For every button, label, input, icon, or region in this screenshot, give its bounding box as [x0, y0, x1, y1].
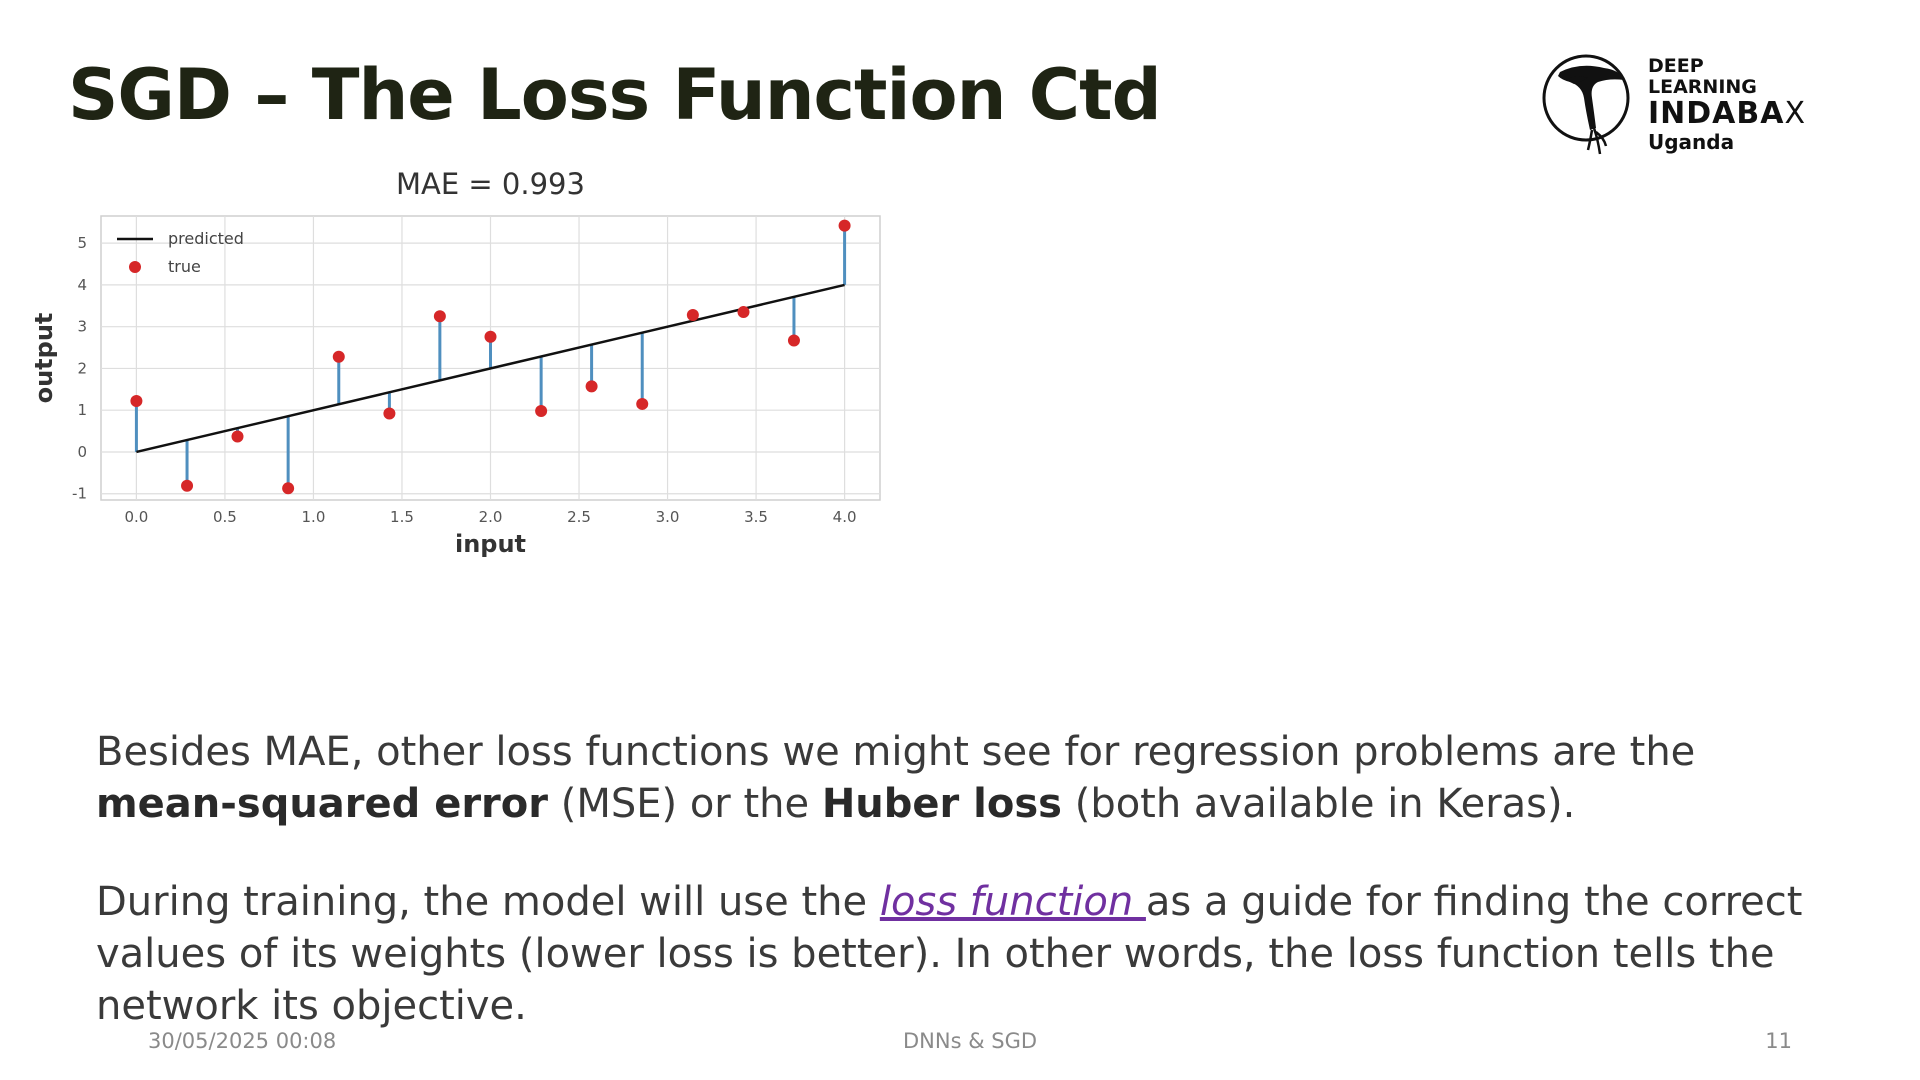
x-tick-label: 1.0	[302, 508, 326, 526]
slide-title: SGD – The Loss Function Ctd	[68, 54, 1162, 136]
true-point	[181, 479, 194, 492]
legend-true-swatch	[129, 261, 141, 273]
true-point	[484, 330, 497, 343]
x-tick-label: 1.5	[390, 508, 414, 526]
tree-icon	[1542, 54, 1630, 155]
x-axis-label: input	[455, 530, 526, 558]
true-point	[737, 306, 750, 319]
legend-true-label: true	[168, 257, 201, 276]
chart-title: MAE = 0.993	[396, 167, 585, 201]
legend-predicted-label: predicted	[168, 229, 244, 248]
true-point	[686, 308, 699, 321]
x-tick-label: 0.0	[124, 508, 148, 526]
y-tick-label: 1	[77, 401, 87, 419]
page-number: 11	[1765, 1029, 1792, 1053]
y-tick-label: 5	[77, 234, 87, 252]
true-point	[433, 310, 446, 323]
y-tick-label: 2	[77, 359, 87, 377]
paragraph-loss-functions: Besides MAE, other loss functions we mig…	[96, 729, 1696, 827]
x-tick-label: 3.0	[656, 508, 680, 526]
true-point	[383, 407, 396, 420]
mae-chart: 0.0 0.5 1.0 1.5 2.0 2.5 3.0 3.5 4.0 -1 0 1 2 3 4 5 predi…	[30, 167, 881, 558]
true-point	[535, 405, 548, 418]
x-tick-label: 3.5	[744, 508, 768, 526]
true-point	[130, 395, 143, 408]
true-point	[231, 430, 244, 443]
x-tick-label: 2.5	[567, 508, 591, 526]
predicted-line	[136, 283, 845, 454]
y-tick-label: -1	[72, 485, 87, 503]
paragraph-training: During training, the model will use the …	[96, 879, 1803, 1029]
y-tick-label: 4	[77, 276, 87, 294]
y-tick-label: 3	[77, 318, 87, 336]
x-tick-label: 2.0	[479, 508, 503, 526]
x-tick-label: 4.0	[833, 508, 857, 526]
x-tick-label: 0.5	[213, 508, 237, 526]
y-axis-label: output	[30, 313, 58, 404]
footer-title: DNNs & SGD	[902, 1029, 1038, 1053]
footer-date: 30/05/2025 00:08	[148, 1029, 337, 1053]
true-point	[838, 219, 851, 232]
y-tick-label: 0	[77, 443, 87, 461]
true-point	[787, 334, 800, 347]
logo: DEEP LEARNING INDABAX Uganda	[1540, 50, 1805, 160]
logo-wordmark: DEEP LEARNING INDABAX Uganda	[1648, 55, 1807, 155]
true-point	[282, 482, 295, 495]
loss-function-link[interactable]: loss function	[879, 879, 1146, 925]
true-point	[585, 380, 598, 393]
true-point	[636, 397, 649, 410]
true-point	[332, 350, 345, 363]
